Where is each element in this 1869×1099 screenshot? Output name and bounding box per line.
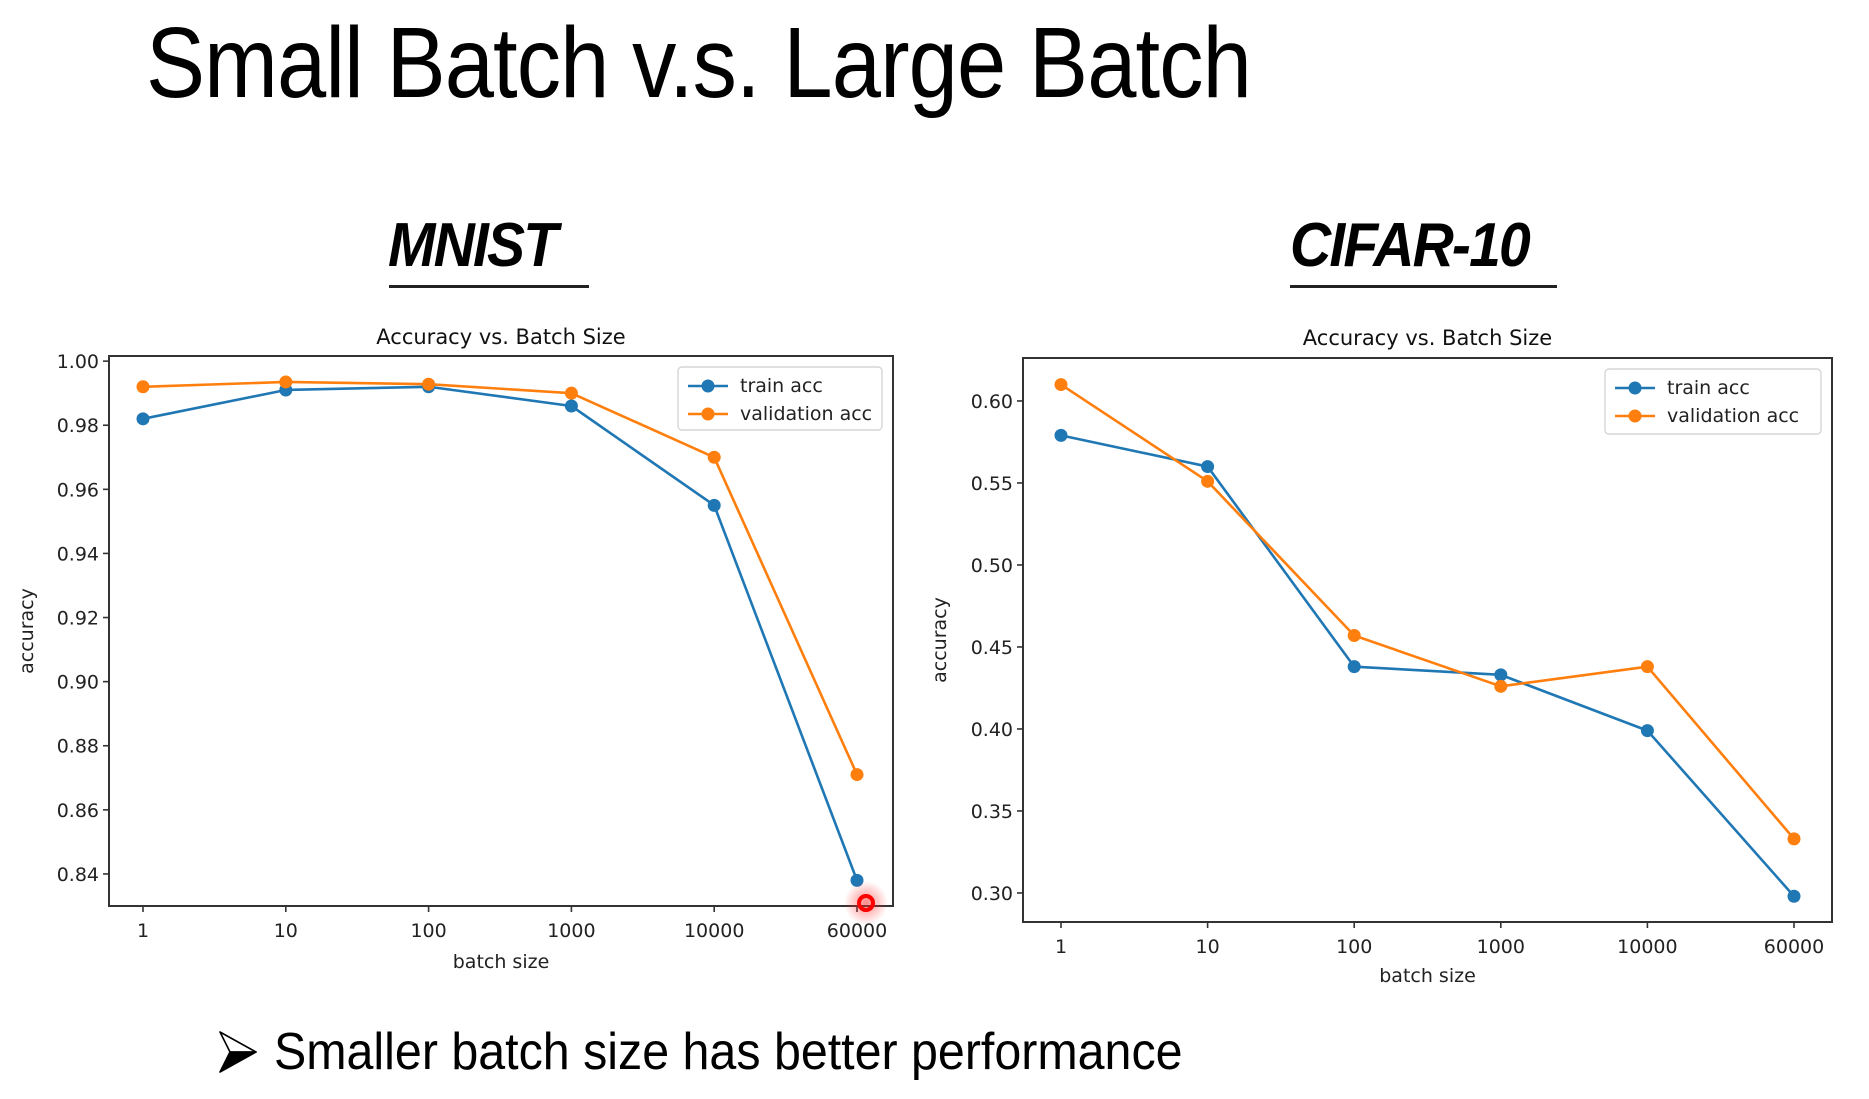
mnist-data-point-validation [422, 377, 436, 391]
mnist-data-point-validation [707, 450, 721, 464]
cifar-ytick-label: 0.45 [971, 637, 1013, 659]
cifar-legend-label: train acc [1667, 377, 1750, 399]
cifar-plot-frame [1022, 357, 1833, 923]
mnist-ytick-label: 0.92 [57, 608, 99, 630]
mnist-chart-title: Accuracy vs. Batch Size [376, 325, 625, 349]
cifar-data-point-validation [1640, 660, 1654, 674]
bullet-point: Smaller batch size has better performanc… [218, 1022, 1251, 1082]
cifar-xtick-label: 1 [1055, 936, 1067, 958]
mnist-legend-label: validation acc [740, 403, 872, 425]
cifar-data-point-train [1787, 889, 1801, 903]
cifar-xtick-label: 100 [1336, 936, 1372, 958]
cifar-series-line-train [1060, 434, 1795, 898]
mnist-xtick-label: 1000 [547, 920, 595, 942]
cifar-xtick-label: 1000 [1477, 936, 1525, 958]
mnist-data-point-train [564, 399, 578, 413]
cifar-data-point-train [1494, 668, 1508, 682]
mnist-ytick-label: 0.84 [57, 864, 99, 886]
cifar-legend-marker-icon [1628, 381, 1642, 395]
mnist-legend-marker-icon [701, 379, 715, 393]
cifar-legend-label: validation acc [1667, 405, 1799, 427]
mnist-ytick-label: 0.86 [57, 800, 99, 822]
mnist-data-point-train [136, 412, 150, 426]
mnist-series-line-validation [142, 380, 859, 776]
mnist-ytick-label: 0.88 [57, 736, 99, 758]
cifar-heading-underline [1290, 285, 1557, 288]
cifar-data-point-validation [1201, 474, 1215, 488]
mnist-data-point-validation [850, 768, 864, 782]
mnist-ytick-label: 0.94 [57, 543, 99, 565]
slide-title: Small Batch v.s. Large Batch [146, 7, 1252, 119]
mnist-data-point-validation [279, 375, 293, 389]
cifar-data-point-train [1054, 428, 1068, 442]
cifar-data-point-train [1201, 460, 1215, 474]
mouse-cursor-indicator [844, 881, 888, 925]
cifar-data-point-validation [1787, 832, 1801, 846]
cifar-ytick-label: 0.40 [971, 719, 1013, 741]
cifar-data-point-train [1347, 660, 1361, 674]
cifar-data-point-validation [1494, 679, 1508, 693]
mnist-ytick-label: 0.96 [57, 479, 99, 501]
cursor-glow [844, 881, 888, 925]
charts-canvas: Accuracy vs. Batch Size 0.84 0.86 0.88 0.90 0… [16, 325, 1833, 987]
cifar-xaxis-label: batch size [1379, 965, 1476, 987]
mnist-series-line-train [142, 385, 859, 881]
mnist-data-point-validation [136, 380, 150, 394]
cifar-chart: Accuracy vs. Batch Size 0.30 0.35 0.40 0.45 0… [929, 326, 1833, 987]
mnist-plot-frame [108, 355, 894, 907]
cifar-yaxis-label: accuracy [929, 597, 951, 683]
cifar-xtick-label: 10000 [1617, 936, 1677, 958]
cifar-chart-title: Accuracy vs. Batch Size [1303, 326, 1552, 350]
cifar-data-point-train [1640, 724, 1654, 738]
mnist-chart: Accuracy vs. Batch Size 0.84 0.86 0.88 0.90 0… [16, 325, 894, 973]
cifar-xtick-label: 10 [1196, 936, 1220, 958]
mnist-legend-box [677, 366, 883, 431]
cifar-ytick-label: 0.55 [971, 473, 1013, 495]
cifar-xtick-label: 60000 [1764, 936, 1824, 958]
mnist-xtick-label: 60000 [827, 920, 887, 942]
cifar-ytick-label: 0.30 [971, 883, 1013, 905]
cifar-legend-marker-icon [1628, 409, 1642, 423]
mnist-legend-marker-icon [701, 407, 715, 421]
cifar-data-point-validation [1054, 378, 1068, 392]
mnist-xaxis-label: batch size [453, 951, 550, 973]
mnist-ytick-label: 1.00 [57, 351, 99, 373]
cifar-ytick-label: 0.60 [971, 391, 1013, 413]
cifar-legend-box [1604, 368, 1822, 435]
cifar-series-line-validation [1060, 383, 1795, 840]
arrow-bullet-icon [219, 1031, 257, 1073]
mnist-xtick-label: 1 [137, 920, 149, 942]
cifar-ytick-label: 0.35 [971, 801, 1013, 823]
mnist-heading: MNIST [388, 211, 558, 280]
cifar-data-point-validation [1347, 628, 1361, 642]
mnist-heading-underline [389, 285, 589, 288]
bullet-text: Smaller batch size has better performanc… [274, 1023, 1183, 1081]
cifar-ytick-label: 0.50 [971, 555, 1013, 577]
mnist-legend-label: train acc [740, 375, 823, 397]
cifar-heading: CIFAR-10 [1290, 211, 1531, 280]
mnist-ytick-label: 0.98 [57, 415, 99, 437]
mnist-xtick-label: 100 [410, 920, 446, 942]
cursor-ring-icon [857, 894, 875, 912]
mnist-yaxis-label: accuracy [16, 588, 38, 674]
mnist-data-point-train [707, 498, 721, 512]
mnist-ytick-label: 0.90 [57, 672, 99, 694]
mnist-xtick-label: 10000 [684, 920, 744, 942]
mnist-data-point-validation [564, 386, 578, 400]
mnist-xtick-label: 10 [274, 920, 298, 942]
